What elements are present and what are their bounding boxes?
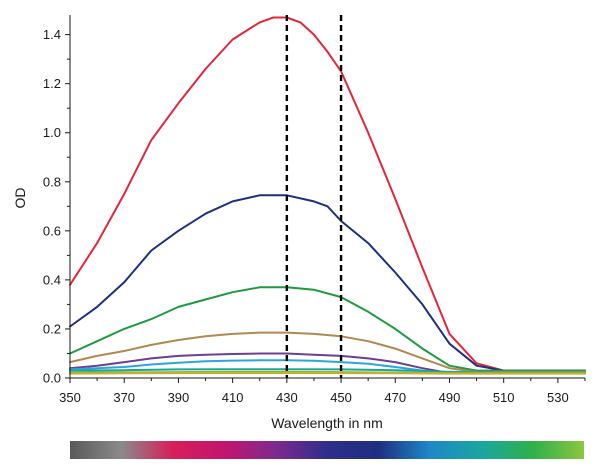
y-tick-label-1: 0.2 (43, 321, 61, 336)
x-tick-label-4: 430 (276, 390, 298, 405)
y-tick-label-7: 1.4 (43, 27, 61, 42)
y-tick-label-6: 1.2 (43, 76, 61, 91)
series-group (69, 16, 586, 375)
y-tick-label-2: 0.4 (43, 272, 61, 287)
axis-group (69, 15, 585, 379)
marker-group (285, 15, 343, 378)
x-tick-label-2: 390 (168, 390, 190, 405)
x-tick-label-9: 530 (547, 390, 569, 405)
y-tick-label-3: 0.6 (43, 223, 61, 238)
x-axis-title: Wavelength in nm (271, 415, 383, 431)
x-tick-label-6: 470 (384, 390, 406, 405)
x-tick-label-0: 350 (59, 390, 81, 405)
x-tick-label-3: 410 (222, 390, 244, 405)
x-tick-label-8: 510 (493, 390, 515, 405)
x-tick-label-5: 450 (330, 390, 352, 405)
y-tick-label-0: 0.0 (43, 371, 61, 386)
y-tick-group: 0.0 0.2 0.4 0.6 0.8 1.0 1.2 1.4 (43, 27, 70, 386)
x-tick-group: 350 370 390 410 430 450 470 490 510 530 (59, 378, 586, 405)
x-tick-label-1: 370 (113, 390, 135, 405)
series-line-3 (69, 286, 586, 372)
y-tick-label-4: 0.8 (43, 174, 61, 189)
spectrum-color-bar (70, 441, 584, 459)
series-line-9 (69, 372, 586, 375)
y-axis-title: OD (12, 188, 28, 209)
y-tick-label-5: 1.0 (43, 125, 61, 140)
series-line-4 (69, 331, 586, 373)
series-line-2 (69, 194, 586, 372)
series-line-1 (69, 16, 586, 372)
x-tick-label-7: 490 (439, 390, 461, 405)
